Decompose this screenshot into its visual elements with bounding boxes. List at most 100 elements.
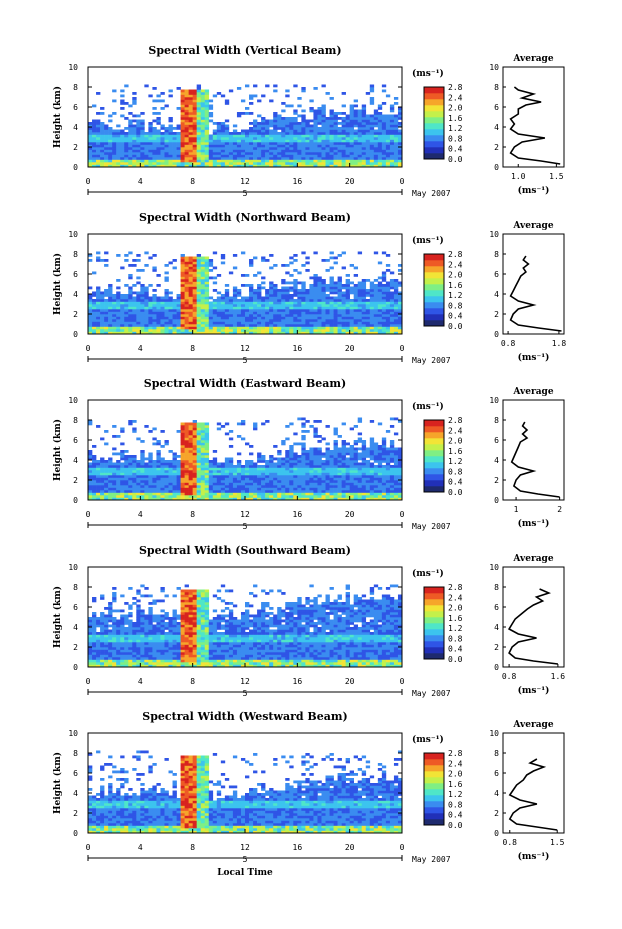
heatmap-cell (204, 274, 210, 277)
heatmap-cell (357, 159, 363, 163)
colorbar-swatch (424, 320, 444, 327)
heatmap-cell (112, 485, 117, 488)
heatmap-cell (277, 124, 282, 128)
heatmap-cell (240, 139, 246, 143)
heatmap-cell (176, 149, 181, 153)
heatmap-cell (277, 472, 282, 476)
heatmap-cell (245, 132, 250, 135)
heatmap-cell (96, 331, 101, 335)
heatmap-cell (285, 324, 290, 327)
heatmap-cell (261, 477, 266, 481)
heatmap-cell (293, 154, 298, 158)
heatmap-cell (269, 137, 274, 140)
heatmap-cell (357, 420, 363, 423)
heatmap-cell (373, 296, 379, 300)
heatmap-cell (285, 144, 290, 148)
heatmap-cell (377, 147, 383, 150)
panel-1 (87, 233, 565, 362)
heatmap-cell (357, 142, 363, 145)
heatmap-cell (253, 311, 258, 315)
heatmap-cell (188, 452, 193, 456)
heatmap-cell (365, 467, 371, 471)
heatmap-cell (192, 122, 197, 125)
heatmap-cell (164, 289, 169, 292)
heatmap-cell (393, 129, 399, 133)
heatmap-cell (172, 467, 177, 471)
heatmap-cell (285, 480, 290, 483)
heatmap-cell (289, 274, 294, 277)
heatmap-cell (200, 490, 206, 493)
heatmap-cell (365, 447, 371, 451)
heatmap-cell (261, 460, 266, 463)
heatmap-cell (381, 331, 387, 335)
heatmap-cell (305, 157, 310, 160)
heatmap-cell (200, 154, 206, 158)
heatmap-cell (297, 492, 302, 496)
heatmap-cell (337, 475, 342, 478)
heatmap-cell (329, 321, 334, 325)
heatmap-cell (321, 331, 326, 335)
heatmap-cell (204, 276, 210, 280)
heatmap-cell (393, 314, 399, 317)
heatmap-cell (152, 316, 157, 320)
heatmap-cell (393, 142, 399, 145)
heatmap-cell (140, 495, 145, 498)
heatmap-cell (317, 485, 322, 488)
heatmap-cell (289, 144, 294, 148)
heatmap-cell (397, 331, 403, 335)
heatmap-cell (253, 144, 258, 148)
heatmap-cell (156, 117, 161, 120)
colorbar-tick-label: 2.8 (448, 250, 463, 259)
heatmap-cell (172, 144, 177, 148)
heatmap-cell (216, 159, 222, 163)
heatmap-cell (188, 269, 193, 272)
heatmap-cell (120, 137, 125, 140)
heatmap-cell (212, 289, 218, 292)
heatmap-cell (104, 264, 109, 267)
heatmap-cell (180, 472, 185, 476)
heatmap-cell (140, 294, 145, 297)
heatmap-cell (212, 281, 218, 285)
heatmap-cell (341, 447, 346, 451)
heatmap-cell (216, 124, 222, 128)
heatmap-cell (220, 329, 226, 332)
heatmap-cell (357, 324, 363, 327)
heatmap-cell (257, 465, 262, 468)
heatmap-cell (377, 289, 383, 292)
heatmap-cell (104, 482, 109, 486)
heatmap-cell (345, 472, 350, 476)
heatmap-cell (397, 137, 403, 140)
heatmap-cell (337, 485, 342, 488)
heatmap-cell (168, 460, 173, 463)
heatmap-cell (128, 331, 133, 335)
heatmap-cell (253, 274, 258, 277)
heatmap-cell (345, 149, 350, 153)
heatmap-cell (116, 152, 121, 155)
heatmap-cell (341, 304, 346, 307)
heatmap-cell (212, 132, 218, 135)
heatmap-cell (108, 482, 113, 486)
heatmap-cell (212, 480, 218, 483)
heatmap-cell (108, 480, 113, 483)
heatmap-cell (285, 467, 290, 471)
heatmap-cell (269, 462, 274, 466)
heatmap-cell (301, 447, 306, 451)
heatmap-cell (88, 132, 93, 135)
heatmap-cell (277, 319, 282, 322)
heatmap-cell (249, 132, 254, 135)
heatmap-cell (257, 490, 262, 493)
heatmap-cell (196, 299, 202, 302)
heatmap-cell (385, 294, 391, 297)
heatmap-cell (120, 465, 125, 468)
heatmap-cell (313, 430, 318, 433)
heatmap-cell (325, 485, 330, 488)
heatmap-cell (212, 465, 218, 468)
heatmap-cell (261, 117, 266, 120)
heatmap-cell (104, 475, 109, 478)
heatmap-cell (180, 480, 185, 483)
heatmap-cell (397, 107, 403, 110)
heatmap-cell (184, 94, 189, 98)
heatmap-cell (200, 152, 206, 155)
heatmap-cell (176, 124, 181, 128)
heatmap-cell (168, 304, 173, 307)
